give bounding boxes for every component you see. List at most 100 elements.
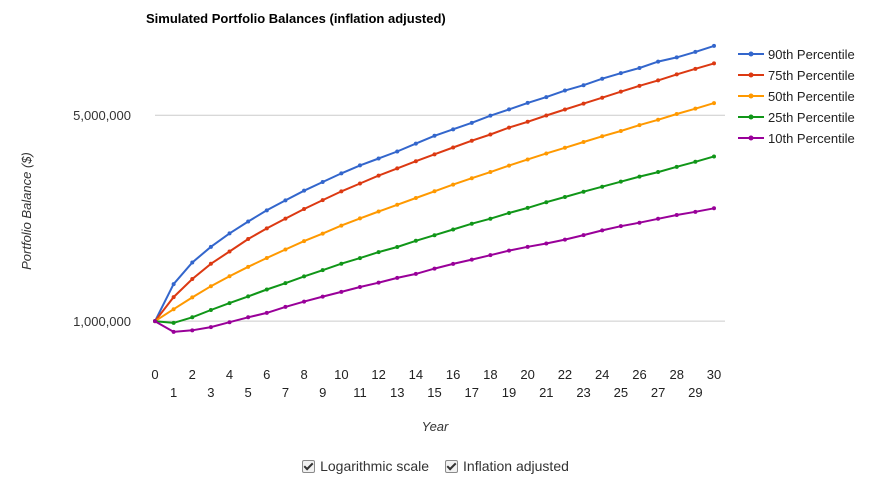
data-point[interactable] [637, 65, 642, 70]
data-point[interactable] [357, 216, 362, 221]
data-point[interactable] [246, 264, 251, 269]
data-point[interactable] [395, 202, 400, 207]
data-point[interactable] [376, 156, 381, 161]
data-point[interactable] [562, 88, 567, 93]
data-point[interactable] [302, 274, 307, 279]
data-point[interactable] [693, 159, 698, 164]
data-point[interactable] [712, 154, 716, 159]
data-point[interactable] [525, 205, 530, 210]
data-point[interactable] [562, 107, 567, 112]
data-point[interactable] [469, 120, 474, 125]
data-point[interactable] [469, 221, 474, 226]
data-point[interactable] [190, 276, 195, 281]
data-point[interactable] [153, 319, 157, 324]
data-point[interactable] [227, 274, 232, 279]
data-point[interactable] [302, 239, 307, 244]
data-point[interactable] [488, 216, 493, 221]
data-point[interactable] [656, 216, 661, 221]
data-point[interactable] [525, 244, 530, 249]
data-point[interactable] [656, 78, 661, 83]
data-point[interactable] [283, 198, 288, 203]
data-point[interactable] [693, 66, 698, 71]
data-point[interactable] [600, 95, 605, 100]
data-point[interactable] [451, 227, 456, 232]
log-scale-checkbox[interactable] [302, 459, 316, 473]
data-point[interactable] [525, 119, 530, 124]
data-point[interactable] [227, 249, 232, 254]
data-point[interactable] [600, 184, 605, 189]
data-point[interactable] [451, 182, 456, 187]
data-point[interactable] [246, 294, 251, 299]
data-point[interactable] [581, 101, 586, 106]
data-point[interactable] [376, 280, 381, 285]
data-point[interactable] [432, 189, 437, 194]
data-point[interactable] [488, 113, 493, 118]
data-point[interactable] [432, 233, 437, 238]
data-point[interactable] [451, 261, 456, 266]
data-point[interactable] [693, 209, 698, 214]
data-point[interactable] [637, 220, 642, 225]
data-point[interactable] [302, 188, 307, 193]
data-point[interactable] [395, 166, 400, 171]
data-point[interactable] [562, 195, 567, 200]
data-point[interactable] [339, 223, 344, 228]
data-point[interactable] [264, 208, 269, 213]
data-point[interactable] [507, 163, 512, 168]
data-point[interactable] [525, 100, 530, 105]
data-point[interactable] [395, 244, 400, 249]
data-point[interactable] [432, 152, 437, 157]
data-point[interactable] [507, 107, 512, 112]
data-point[interactable] [283, 281, 288, 286]
data-point[interactable] [525, 157, 530, 162]
data-point[interactable] [693, 49, 698, 54]
data-point[interactable] [413, 271, 418, 276]
data-point[interactable] [674, 55, 679, 60]
data-point[interactable] [712, 43, 716, 48]
data-point[interactable] [507, 248, 512, 253]
data-point[interactable] [264, 226, 269, 231]
data-point[interactable] [413, 159, 418, 164]
data-point[interactable] [488, 253, 493, 258]
data-point[interactable] [171, 295, 176, 300]
data-point[interactable] [488, 170, 493, 175]
data-point[interactable] [302, 299, 307, 304]
data-point[interactable] [227, 301, 232, 306]
data-point[interactable] [656, 59, 661, 64]
data-point[interactable] [618, 224, 623, 229]
data-point[interactable] [376, 173, 381, 178]
data-point[interactable] [562, 145, 567, 150]
data-point[interactable] [469, 176, 474, 181]
data-point[interactable] [339, 189, 344, 194]
inflation-adjusted-toggle[interactable]: Inflation adjusted [445, 458, 569, 474]
data-point[interactable] [171, 320, 176, 325]
data-point[interactable] [190, 260, 195, 265]
data-point[interactable] [507, 125, 512, 130]
data-point[interactable] [339, 289, 344, 294]
data-point[interactable] [208, 284, 213, 289]
data-point[interactable] [581, 83, 586, 88]
data-point[interactable] [451, 127, 456, 132]
data-point[interactable] [469, 138, 474, 143]
data-point[interactable] [581, 233, 586, 238]
data-point[interactable] [171, 307, 176, 312]
data-point[interactable] [320, 268, 325, 273]
data-point[interactable] [376, 209, 381, 214]
data-point[interactable] [581, 189, 586, 194]
data-point[interactable] [600, 228, 605, 233]
data-point[interactable] [544, 241, 549, 246]
data-point[interactable] [283, 304, 288, 309]
data-point[interactable] [190, 328, 195, 333]
data-point[interactable] [357, 256, 362, 261]
data-point[interactable] [339, 171, 344, 176]
data-point[interactable] [637, 174, 642, 179]
data-point[interactable] [488, 132, 493, 137]
inflation-adjusted-checkbox[interactable] [445, 459, 459, 473]
data-point[interactable] [674, 212, 679, 217]
legend-item[interactable]: 90th Percentile [738, 47, 855, 62]
legend-item[interactable]: 25th Percentile [738, 110, 855, 125]
data-point[interactable] [618, 89, 623, 94]
data-point[interactable] [581, 139, 586, 144]
data-point[interactable] [376, 250, 381, 255]
data-point[interactable] [357, 163, 362, 168]
data-point[interactable] [451, 145, 456, 150]
